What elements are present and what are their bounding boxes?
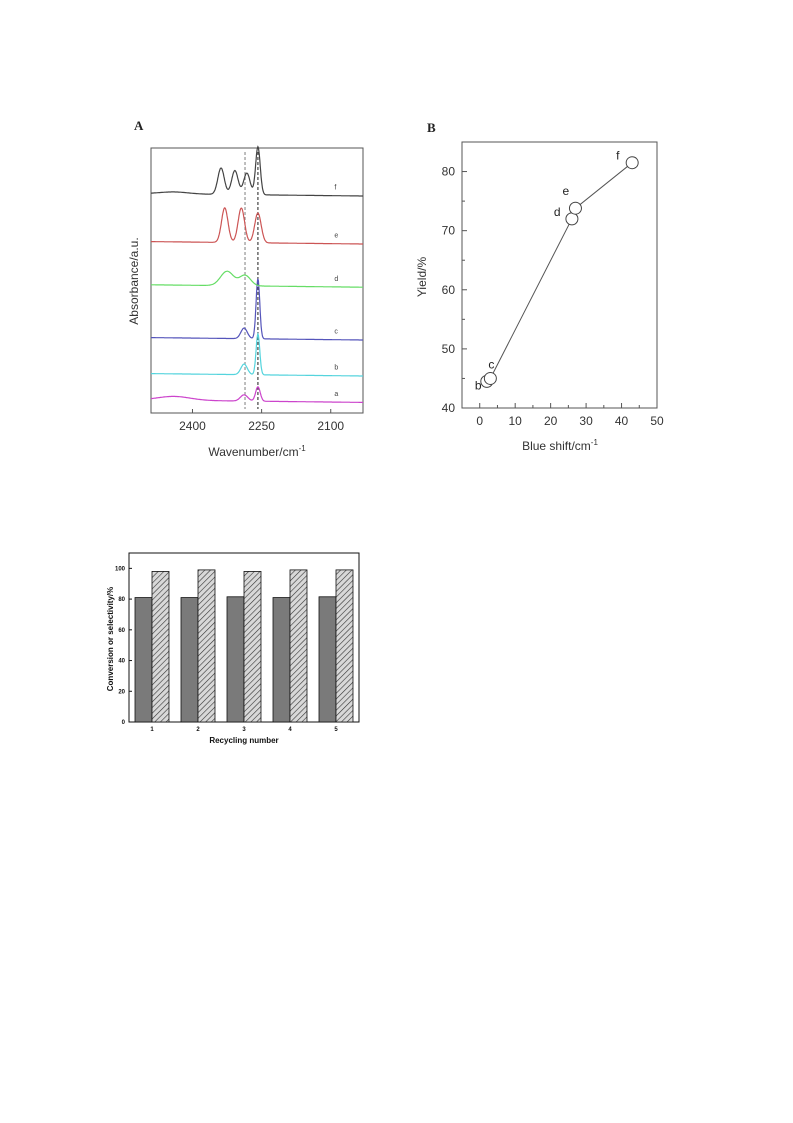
spectrum-c <box>151 278 363 341</box>
point-c <box>483 371 497 385</box>
y-tick-label: 20 <box>118 689 125 695</box>
trace-label-f: f <box>334 185 336 192</box>
x-tick-label: 40 <box>615 414 629 428</box>
x-tick-label: 4 <box>288 727 292 733</box>
ir-spectra-svg: A a b c d e f 2400 2250 2100 Wavenumber/cm-1 Ab… <box>127 118 364 459</box>
bars: 1 2 3 4 5 <box>134 569 354 733</box>
y-tick-label: 60 <box>442 283 456 297</box>
bar-3-2 <box>243 571 262 723</box>
trace-label-a: a <box>334 391 338 398</box>
trend-line <box>486 162 633 382</box>
y-tick-label: 50 <box>442 342 456 356</box>
point-e <box>568 201 582 215</box>
y-tick-label: 80 <box>118 597 125 603</box>
plot-frame-b <box>461 141 658 409</box>
y-axis-label: Yield/% <box>415 257 429 298</box>
x-tick-label: 2250 <box>248 419 275 433</box>
x-tick-label: 2 <box>196 727 200 733</box>
point-label-d: d <box>554 205 561 219</box>
y-tick-label: 70 <box>442 224 456 238</box>
panel-label-b: B <box>427 120 436 135</box>
spectrum-f <box>151 145 363 197</box>
y-tick-label: 80 <box>442 165 456 179</box>
bar-1-2 <box>151 571 170 723</box>
x-tick-label: 3 <box>242 727 246 733</box>
bar-5-2 <box>335 569 354 723</box>
x-axis-label: Recycling number <box>209 736 278 745</box>
y-tick-label: 40 <box>118 659 125 665</box>
x-tick-label: 2100 <box>317 419 344 433</box>
y-axis-label: Absorbance/a.u. <box>127 237 141 324</box>
panel-label-a: A <box>134 118 144 133</box>
data-points: bc de f <box>475 149 639 392</box>
spectra-series: a b c d e f <box>151 145 363 403</box>
spectrum-e <box>151 207 363 245</box>
bar-4-2 <box>289 569 308 723</box>
bar-1-1 <box>134 597 153 723</box>
y-tick-label: 100 <box>115 566 126 572</box>
x-axis-label: Wavenumber/cm-1 <box>208 444 306 459</box>
bar-2-2 <box>197 569 216 723</box>
bar-2-1 <box>180 597 199 723</box>
ir-spectra-chart: A a b c d e f 2400 2250 2100 Wavenumber/cm-1 Ab… <box>118 112 380 472</box>
x-tick-label: 10 <box>509 414 523 428</box>
y-tick-label: 40 <box>442 401 456 415</box>
spectrum-b <box>151 332 363 377</box>
bar-4-1 <box>272 597 291 723</box>
spectrum-d <box>151 270 363 288</box>
point-label-c: c <box>488 357 494 371</box>
x-tick-label: 1 <box>150 727 154 733</box>
point-f <box>625 156 639 170</box>
trace-label-e: e <box>334 233 338 240</box>
x-tick-label: 5 <box>334 727 338 733</box>
trend-polyline <box>486 162 633 382</box>
trace-label-d: d <box>334 276 338 283</box>
point-label-f: f <box>616 149 620 163</box>
point-label-e: e <box>562 184 569 198</box>
x-tick-label: 30 <box>579 414 593 428</box>
bar-5-1 <box>318 596 337 723</box>
recycling-bar-chart: 0 20 40 60 80 100 1 2 3 4 5 Recycling number Conv… <box>100 550 360 750</box>
reference-lines <box>244 152 259 409</box>
x-tick-labels: 2400 2250 2100 <box>179 409 344 433</box>
yield-blueshift-svg: B 0 10 20 30 40 50 40 50 60 70 80 bc de f Blue shift… <box>415 120 664 453</box>
x-axis-label: Blue shift/cm-1 <box>522 438 598 453</box>
trace-label-b: b <box>334 365 338 372</box>
point-label-b: b <box>475 378 482 392</box>
y-tick-label: 60 <box>118 628 125 634</box>
spectrum-a <box>151 386 363 403</box>
x-tick-label: 50 <box>650 414 664 428</box>
bar-3-1 <box>226 596 245 723</box>
x-tick-label: 2400 <box>179 419 206 433</box>
y-axis-label: Conversion or selectivity/% <box>106 587 115 691</box>
x-tick-label: 0 <box>476 414 483 428</box>
x-tick-label: 20 <box>544 414 558 428</box>
trace-label-c: c <box>334 329 338 336</box>
axis-ticks: 0 20 40 60 80 100 <box>115 566 132 726</box>
axis-ticks: 0 10 20 30 40 50 40 50 60 70 80 <box>442 165 664 428</box>
recycling-bar-svg: 0 20 40 60 80 100 1 2 3 4 5 Recycling number Conv… <box>106 552 360 745</box>
y-tick-label: 0 <box>122 720 126 726</box>
